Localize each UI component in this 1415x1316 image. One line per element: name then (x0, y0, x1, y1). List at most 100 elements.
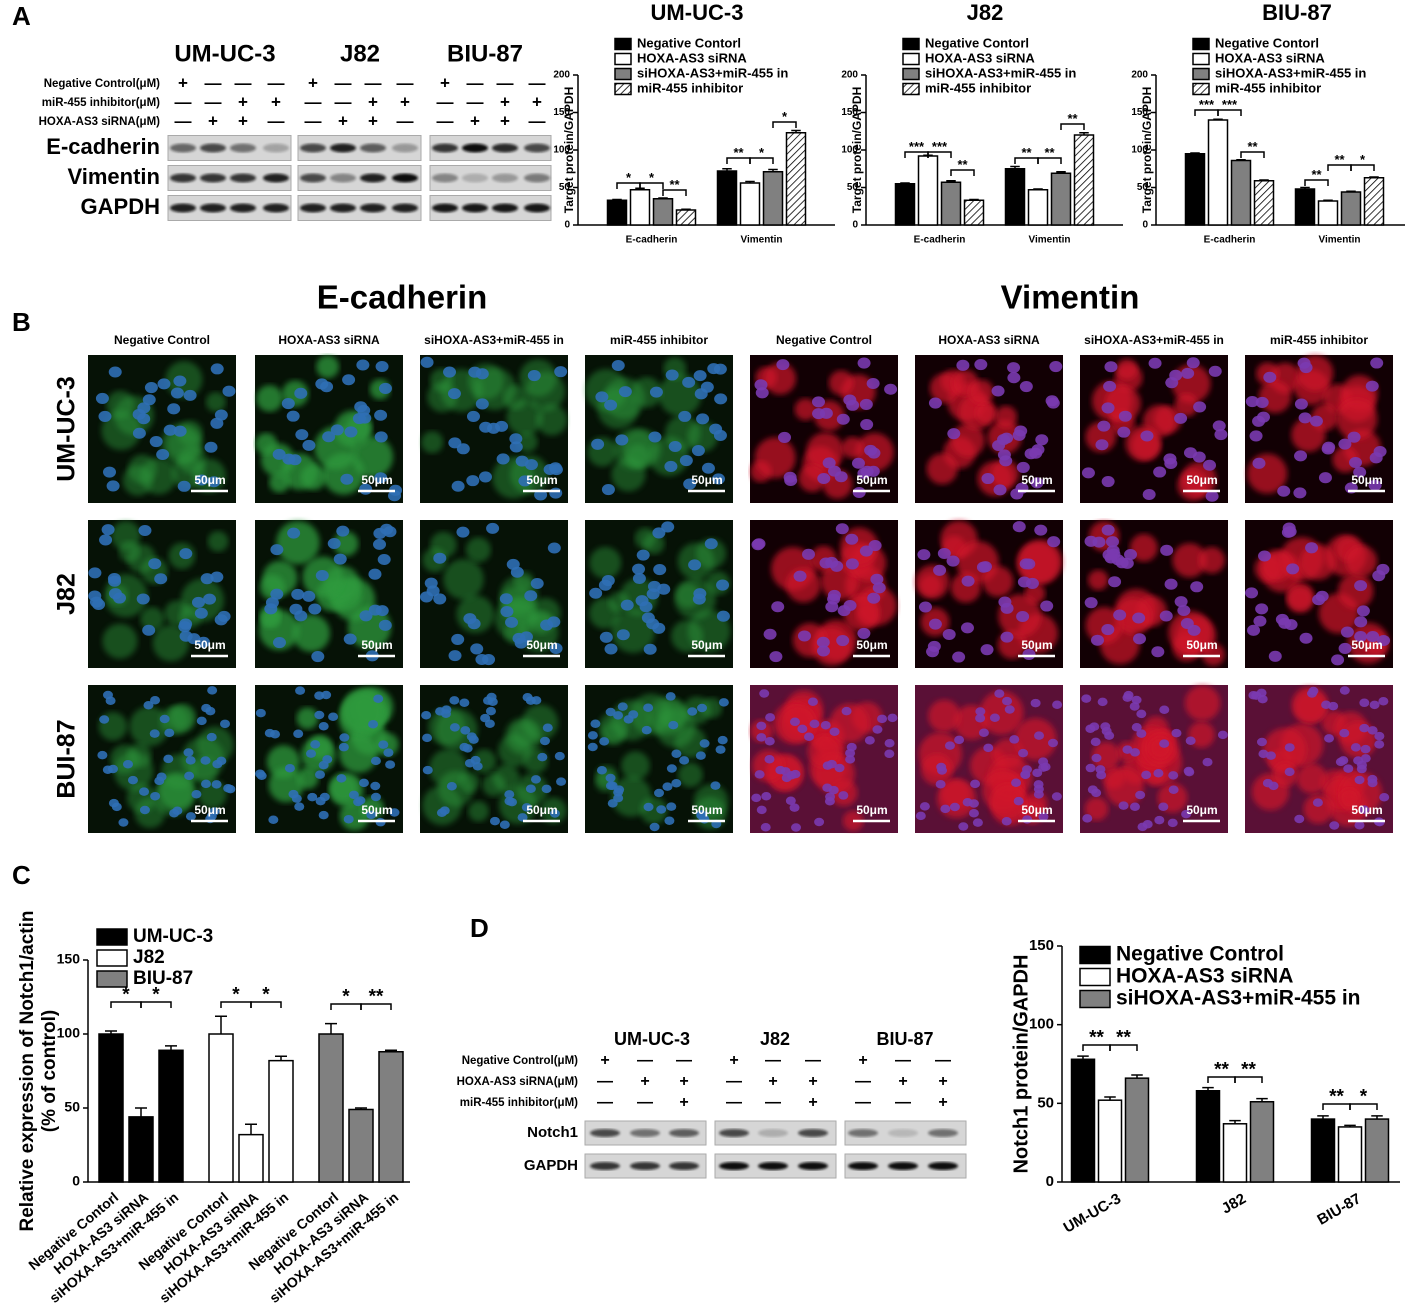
condition-sign: + (938, 1094, 947, 1111)
column-label: HOXA-AS3 siRNA (938, 333, 1040, 347)
nucleus (143, 700, 154, 710)
nucleus (1167, 818, 1178, 828)
micrograph: 50μm (420, 355, 568, 503)
cytoplasm (979, 690, 1024, 735)
error-bar (1077, 1055, 1089, 1060)
nucleus (510, 566, 524, 578)
nucleus (1033, 780, 1044, 789)
protein-label: GAPDH (81, 194, 160, 219)
nucleus (144, 382, 158, 394)
nucleus (1286, 563, 1300, 575)
nucleus (1190, 581, 1204, 593)
blot-band (524, 203, 550, 213)
nucleus (314, 691, 325, 700)
nucleus (547, 542, 561, 554)
scale-bar-label: 50μm (856, 803, 887, 817)
nucleus (1171, 728, 1182, 738)
nucleus (1113, 609, 1127, 621)
condition-sign: — (726, 1094, 742, 1111)
nucleus (962, 797, 973, 807)
nucleus (374, 409, 388, 421)
nucleus (255, 708, 266, 718)
nucleus (138, 524, 152, 537)
nucleus (142, 394, 156, 406)
condition-sign: + (208, 111, 218, 130)
legend-swatch (1079, 967, 1111, 987)
nucleus (1097, 697, 1108, 707)
significance-label: * (759, 145, 765, 160)
nucleus (599, 737, 610, 746)
nucleus (802, 548, 816, 560)
nucleus (1032, 768, 1043, 778)
nucleus (646, 618, 660, 630)
bar (1073, 134, 1095, 226)
cytoplasm (333, 531, 359, 557)
nucleus (756, 733, 767, 742)
nucleus (344, 426, 358, 438)
nucleus (1164, 578, 1178, 590)
nucleus (717, 735, 728, 745)
nucleus (1096, 770, 1107, 780)
nucleus (755, 387, 769, 399)
nucleus (834, 471, 848, 483)
significance-label: ** (733, 145, 744, 160)
nucleus (102, 765, 113, 775)
nucleus (217, 610, 231, 622)
scale-bar-label: 50μm (1186, 638, 1217, 652)
error-bar (1344, 1124, 1356, 1127)
nucleus (1101, 624, 1115, 636)
nucleus (709, 423, 723, 435)
cytoplasm (1299, 544, 1336, 581)
nucleus (443, 366, 457, 378)
scale-bar-label: 50μm (1351, 803, 1382, 817)
y-axis-label: Relative expression of Notch1/actin (17, 911, 38, 1232)
nucleus (286, 410, 300, 422)
blot-band (170, 143, 196, 153)
nucleus (789, 717, 800, 727)
nucleus (505, 616, 519, 628)
nucleus (291, 794, 302, 803)
nucleus (524, 590, 538, 602)
nucleus (1052, 700, 1063, 710)
nucleus (696, 413, 710, 425)
nucleus (315, 569, 329, 581)
blot-band (330, 173, 356, 183)
blot-band (758, 1129, 788, 1137)
nucleus (459, 742, 470, 752)
micrograph: 50μm (88, 685, 236, 833)
significance-label: ** (1089, 1027, 1104, 1048)
cytoplasm (292, 614, 331, 652)
nucleus (282, 453, 296, 465)
error-bar (165, 1045, 177, 1051)
legend-swatch (96, 970, 128, 988)
significance-label: *** (909, 139, 925, 154)
nucleus (108, 798, 119, 808)
cytoplasm (928, 699, 961, 733)
nucleus (679, 455, 693, 467)
nucleus (1309, 415, 1323, 427)
error-bar (1010, 165, 1020, 169)
nucleus (1090, 634, 1104, 646)
nucleus (314, 710, 325, 720)
nucleus (1148, 357, 1162, 369)
nucleus (163, 424, 177, 436)
nucleus (983, 743, 994, 753)
cytoplasm (1338, 573, 1374, 609)
error-bar (745, 180, 755, 183)
cytoplasm (1287, 586, 1314, 613)
legend-label: siHOXA-AS3+miR-455 in (637, 65, 788, 80)
nucleus (654, 788, 665, 798)
cytoplasm (1172, 543, 1207, 578)
nucleus (328, 712, 339, 722)
significance-bracket (1349, 1103, 1378, 1110)
significance-label: * (782, 109, 788, 124)
blot-band (888, 1129, 918, 1137)
micrograph: 50μm (255, 520, 403, 668)
nucleus (1140, 430, 1154, 442)
nucleus (884, 383, 898, 395)
nucleus (1350, 743, 1361, 752)
nucleus (373, 527, 387, 539)
nucleus (980, 644, 994, 656)
error-bar (325, 1022, 337, 1034)
nucleus (148, 558, 162, 570)
